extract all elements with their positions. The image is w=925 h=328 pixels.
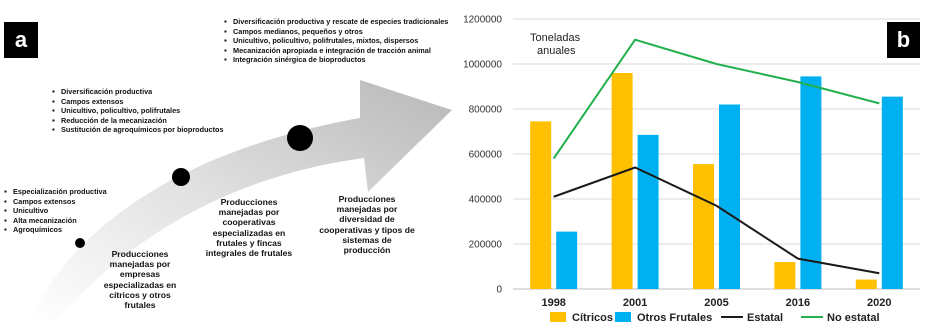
legend-label: No estatal xyxy=(827,312,880,324)
x-tick-label: 2016 xyxy=(786,297,810,309)
x-tick-label: 2001 xyxy=(623,297,647,309)
panel-label-a: a xyxy=(4,22,38,58)
bar-otros-frutales xyxy=(637,134,659,289)
bars xyxy=(530,73,903,289)
stage-3-bullets: Diversificación productiva y rescate de … xyxy=(224,17,448,65)
stage-3-description: Producciones manejadas por diversidad de… xyxy=(319,194,415,256)
bar-otros-frutales xyxy=(556,231,578,289)
legend-swatch xyxy=(550,312,566,322)
bullet-item: Reducción de la mecanización xyxy=(52,116,224,126)
bullet-item: Integración sinérgica de bioproductos xyxy=(224,55,448,65)
x-tick-label: 2020 xyxy=(867,297,891,309)
stage-marker-3 xyxy=(287,125,313,151)
panel-b-chart: 0 200000 400000 600000 800000 1000000 1200000 … xyxy=(455,0,925,328)
panel-label-b: b xyxy=(887,22,920,58)
y-axis-title-line-2: anuales xyxy=(537,45,576,57)
bullet-item: Especialización productiva xyxy=(4,187,107,197)
panel-a-diagram: a Especialización productiva Campos exte… xyxy=(0,0,455,328)
x-tick-label: 2005 xyxy=(704,297,728,309)
legend: Cítricos Otros Frutales Estatal No estatal xyxy=(550,312,880,324)
bar-citricos xyxy=(693,164,714,289)
bar-citricos xyxy=(530,121,552,289)
bar-citricos xyxy=(611,73,633,289)
legend-label: Otros Frutales xyxy=(637,312,712,324)
stage-1-bullets: Especialización productiva Campos extens… xyxy=(4,187,107,235)
bar-otros-frutales xyxy=(800,76,822,289)
arrow-shape xyxy=(32,80,452,322)
y-tick-label: 600000 xyxy=(469,150,503,161)
bullet-item: Campos extensos xyxy=(4,197,107,207)
line-estatal xyxy=(553,166,880,275)
y-tick-label: 400000 xyxy=(469,195,503,206)
bar-citricos xyxy=(855,279,877,289)
y-axis-title-line-1: Toneladas xyxy=(530,32,581,44)
bullet-item: Mecanización apropiada e integración de … xyxy=(224,46,448,56)
x-axis-ticks: 1998 2001 2005 2016 2020 xyxy=(541,297,891,309)
bar-citricos xyxy=(774,262,796,289)
stage-1-description: Producciones manejadas por empresas espe… xyxy=(103,249,177,311)
stage-2-bullets: Diversificación productiva Campos extens… xyxy=(52,87,224,135)
bullet-item: Alta mecanización xyxy=(4,216,107,226)
production-chart: 020000040000060000080000010000001200000 … xyxy=(463,15,920,324)
line-no-estatal xyxy=(552,38,880,160)
y-axis-ticks: 0 200000 400000 600000 800000 1000000 1200000 xyxy=(463,15,502,296)
grid-lines xyxy=(513,18,920,290)
bullet-item: Unicultivo xyxy=(4,206,107,216)
bullet-item: Agroquímicos xyxy=(4,225,107,235)
legend-label: Estatal xyxy=(747,312,783,324)
bar-otros-frutales xyxy=(881,96,903,289)
bullet-item: Unicultivo, policultivo, polifrutales, m… xyxy=(224,36,448,46)
y-tick-label: 0 xyxy=(496,285,502,296)
bullet-item: Campos extensos xyxy=(52,97,224,107)
legend-label: Cítricos xyxy=(572,312,613,324)
x-tick-label: 1998 xyxy=(541,297,565,309)
bullet-item: Campos medianos, pequeños y otros xyxy=(224,27,448,37)
y-tick-label: 1200000 xyxy=(463,15,502,26)
y-tick-label: 1000000 xyxy=(463,60,502,71)
bullet-item: Sustitución de agroquímicos por bioprodu… xyxy=(52,125,224,135)
bullet-item: Unicultivo, policultivo, polifrutales xyxy=(52,106,224,116)
stage-2-description: Producciones manejadas por cooperativas … xyxy=(205,197,293,259)
legend-swatch xyxy=(615,312,631,322)
stage-marker-1 xyxy=(75,238,85,248)
stage-marker-2 xyxy=(172,168,190,186)
y-tick-label: 200000 xyxy=(469,240,503,251)
bar-otros-frutales xyxy=(719,104,740,289)
lines xyxy=(552,38,880,275)
bullet-item: Diversificación productiva xyxy=(52,87,224,97)
y-tick-label: 800000 xyxy=(469,105,503,116)
bullet-item: Diversificación productiva y rescate de … xyxy=(224,17,448,27)
evolution-arrow xyxy=(32,80,452,322)
